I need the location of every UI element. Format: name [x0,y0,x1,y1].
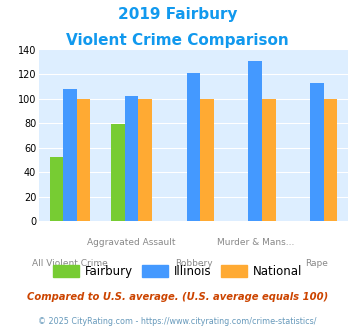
Text: Violent Crime Comparison: Violent Crime Comparison [66,33,289,48]
Bar [50,157,63,221]
Bar [125,96,138,221]
Bar [310,82,324,221]
Text: Murder & Mans...: Murder & Mans... [217,238,294,247]
Bar [111,124,125,221]
Bar [324,99,337,221]
Text: 2019 Fairbury: 2019 Fairbury [118,7,237,21]
Bar [187,73,200,221]
Text: All Violent Crime: All Violent Crime [32,259,108,268]
Text: Compared to U.S. average. (U.S. average equals 100): Compared to U.S. average. (U.S. average … [27,292,328,302]
Bar [63,89,77,221]
Text: Robbery: Robbery [175,259,212,268]
Text: Rape: Rape [306,259,328,268]
Legend: Fairbury, Illinois, National: Fairbury, Illinois, National [48,260,307,282]
Bar [200,99,214,221]
Bar [248,60,262,221]
Bar [138,99,152,221]
Text: © 2025 CityRating.com - https://www.cityrating.com/crime-statistics/: © 2025 CityRating.com - https://www.city… [38,317,317,326]
Text: Aggravated Assault: Aggravated Assault [87,238,176,247]
Bar [77,99,90,221]
Bar [262,99,275,221]
